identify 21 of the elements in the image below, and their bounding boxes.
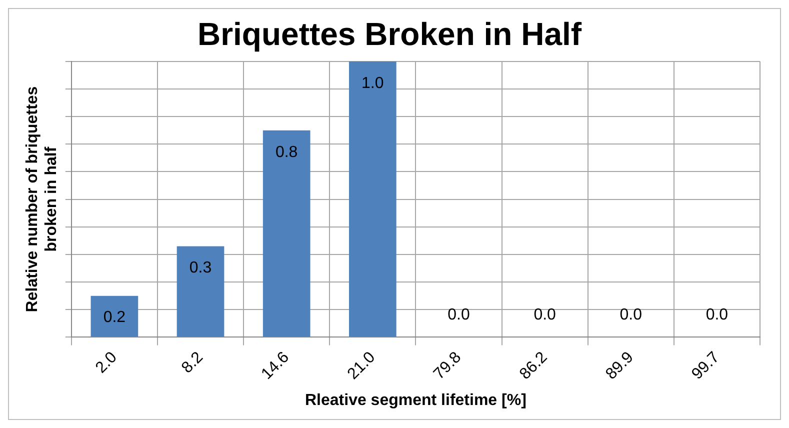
data-label: 0.0 <box>448 306 470 324</box>
data-label: 0.0 <box>620 306 642 324</box>
x-tick-label: 79.8 <box>430 348 465 383</box>
bar <box>262 130 310 337</box>
bar <box>90 296 138 337</box>
x-tick-label: 89.9 <box>602 348 637 383</box>
chart-title: Briquettes Broken in Half <box>197 16 582 52</box>
x-tick-label: 2.0 <box>92 348 120 377</box>
x-tick-label: 14.6 <box>258 348 293 383</box>
bar <box>348 61 396 337</box>
data-label: 1.0 <box>362 74 384 92</box>
data-label: 0.0 <box>706 306 728 324</box>
x-tick-label: 8.2 <box>178 348 207 377</box>
data-label: 0.3 <box>189 260 212 277</box>
data-label: 0.8 <box>275 144 298 161</box>
x-axis-title: Rleative segment lifetime [%] <box>304 392 526 409</box>
x-tick-label: 86.2 <box>516 348 551 383</box>
bar <box>176 246 224 337</box>
data-label: 0.2 <box>103 309 126 326</box>
data-label: 0.0 <box>534 306 556 324</box>
y-axis-title: Relative number of briquettes broken in half <box>24 86 60 312</box>
